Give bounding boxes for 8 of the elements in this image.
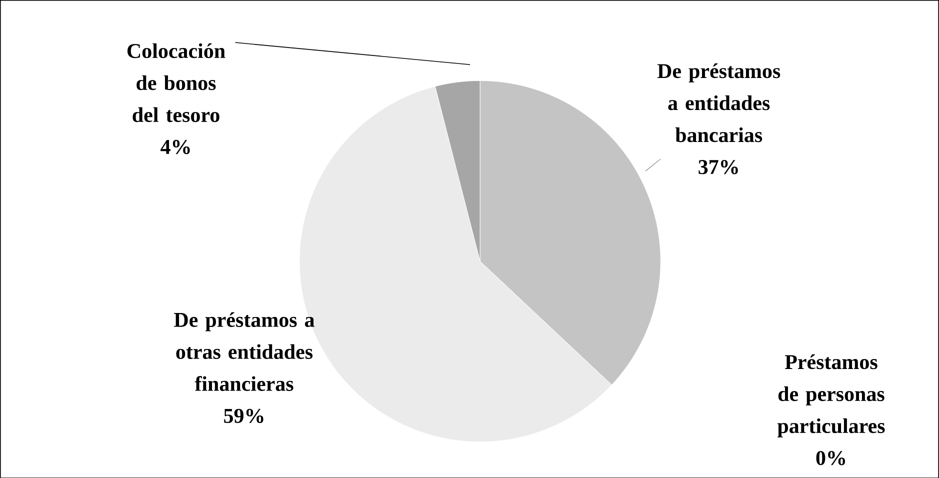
text: 0%: [816, 450, 846, 465]
slice-label: Colocación de bonos del tesoro: [127, 43, 226, 122]
slice-label: De préstamos a entidades bancarias: [657, 63, 780, 142]
slice-label: De préstamos a otras entidades financieras: [174, 312, 314, 391]
data-label: 59%: [224, 408, 264, 423]
data-label: 4%: [160, 140, 190, 154]
category-label: Préstamos de personas particulares: [777, 354, 885, 438]
data-label: 37%: [698, 160, 738, 174]
